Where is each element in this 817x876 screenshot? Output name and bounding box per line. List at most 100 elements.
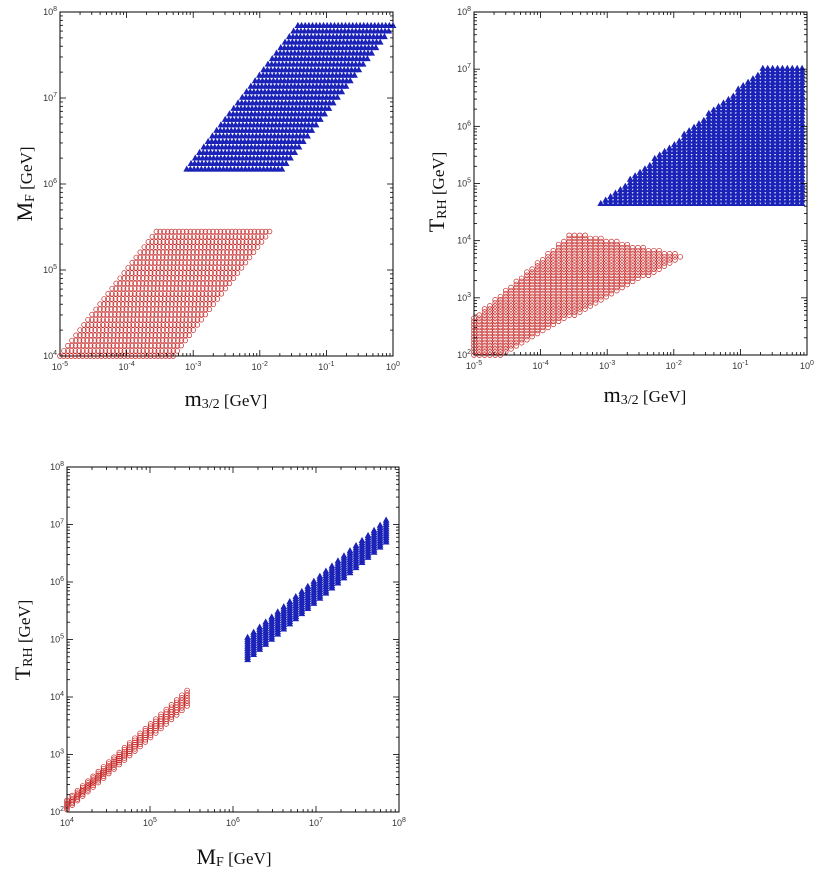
triangle-point (754, 172, 762, 179)
circle-point (524, 321, 530, 328)
circle-point (205, 254, 211, 261)
triangle-point (641, 165, 649, 172)
triangle-point (788, 116, 796, 123)
circle-point (508, 312, 514, 318)
triangle-point (705, 113, 713, 120)
circle-point (137, 732, 143, 739)
circle-point (154, 296, 160, 302)
triangle-point (720, 102, 727, 109)
circle-point (539, 300, 546, 306)
circle-point (210, 296, 217, 302)
circle-point (125, 265, 132, 271)
circle-point (487, 346, 493, 352)
circle-point (171, 327, 178, 333)
triangle-point (661, 158, 668, 165)
triangle-point (759, 92, 767, 99)
circle-point (582, 238, 588, 245)
triangle-point (744, 116, 752, 123)
circle-point (162, 353, 169, 359)
triangle-point (651, 165, 659, 172)
triangle-point (700, 134, 708, 141)
circle-point (105, 291, 111, 297)
triangle-point (329, 99, 337, 106)
circle-point (476, 321, 483, 328)
triangle-point (656, 158, 664, 165)
circle-point (147, 285, 153, 292)
circle-point (502, 290, 509, 297)
circle-point (545, 290, 551, 297)
triangle-point (749, 161, 757, 168)
circle-point (524, 290, 530, 297)
circle-point (239, 254, 245, 261)
circle-point (603, 293, 609, 300)
circle-point (179, 322, 185, 328)
circle-point (111, 766, 117, 772)
circle-point (184, 296, 190, 302)
circle-point (69, 792, 75, 799)
triangle-point (764, 182, 772, 189)
circle-point (492, 306, 498, 312)
triangle-point (783, 168, 791, 175)
circle-point (529, 318, 535, 325)
circle-point (217, 244, 223, 250)
circle-point (635, 266, 641, 272)
triangle-point (798, 182, 806, 189)
circle-point (539, 306, 546, 312)
triangle-point (671, 182, 678, 189)
triangle-point (764, 64, 772, 71)
circle-point (142, 296, 149, 302)
circle-point (242, 259, 249, 266)
circle-point (624, 278, 631, 285)
triangle-point (793, 95, 801, 103)
triangle-point (715, 196, 723, 203)
triangle-point (779, 151, 786, 158)
triangle-point (769, 130, 777, 137)
circle-point (110, 353, 116, 359)
triangle-point (769, 68, 777, 75)
triangle-point (783, 158, 791, 165)
triangle-point (783, 186, 791, 193)
circle-point (203, 285, 210, 292)
circle-point (492, 336, 498, 343)
triangle-point (749, 137, 757, 144)
triangle-point (788, 165, 796, 172)
circle-point (502, 306, 509, 312)
circle-point (534, 315, 541, 321)
circle-point (77, 332, 83, 339)
circle-point (180, 301, 186, 307)
triangle-point (641, 192, 649, 200)
circle-point (202, 239, 208, 245)
triangle-point (783, 85, 791, 92)
circle-point (173, 280, 180, 287)
triangle-point (783, 116, 791, 123)
triangle-point (690, 161, 698, 168)
triangle-point (788, 192, 796, 200)
triangle-point (764, 82, 772, 89)
triangle-point (798, 140, 806, 148)
circle-point (91, 337, 98, 344)
triangle-point (793, 137, 801, 144)
circle-point (566, 309, 572, 315)
triangle-point (710, 158, 718, 165)
circle-point (145, 322, 151, 328)
triangle-point (764, 186, 772, 193)
circle-point (187, 239, 193, 245)
circle-point (603, 254, 609, 260)
circle-point (84, 332, 91, 339)
circle-point (184, 695, 190, 701)
circle-point (614, 275, 620, 282)
triangle-point (798, 175, 806, 182)
circle-point (614, 269, 620, 275)
triangle-point (759, 175, 767, 182)
triangle-point (769, 120, 777, 127)
triangle-point (685, 192, 693, 200)
triangle-point (710, 154, 718, 161)
circle-point (153, 239, 159, 245)
circle-point (508, 318, 514, 325)
triangle-point (690, 196, 698, 203)
triangle-point (759, 127, 767, 134)
circle-point (577, 272, 583, 279)
triangle-point (680, 182, 688, 189)
circle-point (90, 777, 96, 783)
triangle-point (616, 196, 624, 203)
